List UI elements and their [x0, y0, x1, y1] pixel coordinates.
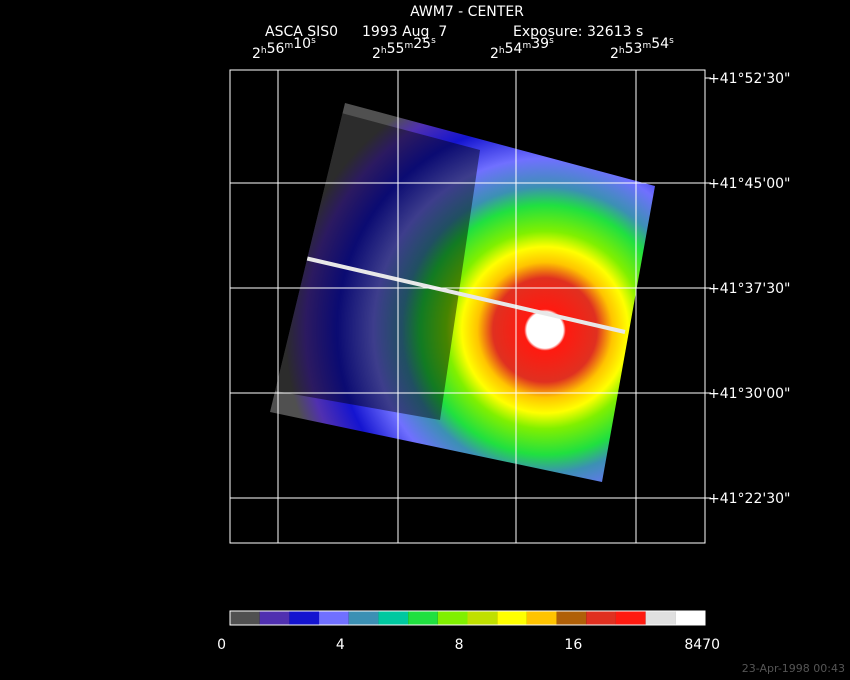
colorbar-swatch — [408, 611, 438, 625]
ra-unit: s — [669, 36, 674, 46]
ra-value: 2 — [372, 46, 381, 62]
colorbar-label: 8470 — [684, 637, 720, 653]
colorbar-swatch — [556, 611, 587, 625]
dec-label: +41°30'00" — [708, 386, 790, 402]
colorbar-swatch — [437, 611, 468, 625]
ra-unit: m — [522, 41, 531, 51]
instrument: ASCA SIS0 — [265, 24, 338, 40]
ra-value: 54 — [651, 36, 669, 52]
colorbar-swatch — [378, 611, 409, 625]
colorbar-swatch — [675, 611, 705, 625]
colorbar-frame — [229, 610, 706, 626]
colorbar-swatch — [467, 611, 498, 625]
ra-value: 55 — [387, 41, 405, 57]
date: 1993 Aug 7 — [362, 24, 447, 40]
ra-label: 2h53m54s — [610, 36, 674, 62]
colorbar-label: 8 — [455, 637, 464, 653]
colorbar-swatch — [259, 611, 290, 625]
ra-label: 2h56m10s — [252, 36, 316, 62]
xray-field — [270, 103, 655, 482]
colorbar-label: 4 — [336, 637, 345, 653]
ra-value: 2 — [610, 46, 619, 62]
ra-value: 54 — [505, 41, 523, 57]
ra-label: 2h54m39s — [490, 36, 554, 62]
colorbar-label: 0 — [217, 637, 226, 653]
dec-label: +41°37'30" — [708, 281, 790, 297]
colorbar-swatch — [289, 611, 320, 625]
colorbar-swatch — [348, 611, 379, 625]
ra-value: 10 — [293, 36, 311, 52]
ra-value: 2 — [490, 46, 499, 62]
colorbar-swatch — [497, 611, 527, 625]
ra-unit: m — [404, 41, 413, 51]
ra-unit: s — [431, 36, 436, 46]
ra-unit: m — [642, 41, 651, 51]
ra-unit: s — [311, 36, 316, 46]
ra-unit: h — [261, 46, 267, 56]
colorbar-swatch — [526, 611, 557, 625]
ra-unit: h — [619, 46, 625, 56]
dec-label: +41°45'00" — [708, 176, 790, 192]
timestamp: 23-Apr-1998 00:43 — [742, 662, 845, 675]
title: AWM7 - CENTER — [410, 4, 524, 20]
dec-label: +41°22'30" — [708, 491, 790, 507]
ra-value: 39 — [531, 36, 549, 52]
ra-label: 2h55m25s — [372, 36, 436, 62]
ra-unit: h — [499, 46, 505, 56]
colorbar-swatch — [645, 611, 676, 625]
colorbar-swatch — [586, 611, 616, 625]
ra-unit: m — [284, 41, 293, 51]
ra-value: 53 — [625, 41, 643, 57]
colorbar-swatch — [319, 611, 349, 625]
ra-unit: s — [549, 36, 554, 46]
frame — [229, 69, 706, 544]
ra-value: 25 — [413, 36, 431, 52]
ra-value: 56 — [267, 41, 285, 57]
ra-unit: h — [381, 46, 387, 56]
exposure: Exposure: 32613 s — [513, 24, 643, 40]
ra-value: 2 — [252, 46, 261, 62]
colorbar-label: 16 — [564, 637, 582, 653]
dec-label: +41°52'30" — [708, 71, 790, 87]
colorbar-swatch — [615, 611, 646, 625]
colorbar-swatch — [230, 611, 260, 625]
